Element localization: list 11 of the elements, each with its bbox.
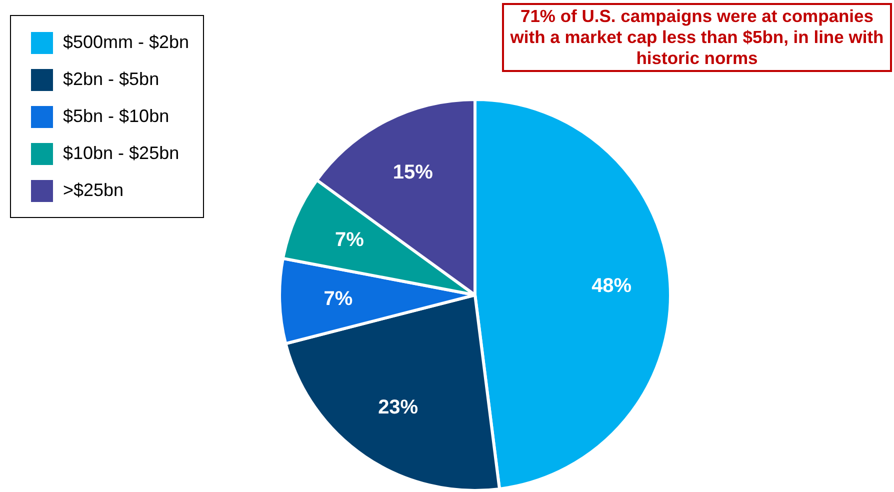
legend-label: $2bn - $5bn — [63, 69, 160, 90]
legend-label: >$25bn — [63, 180, 124, 201]
text: 71% of U.S. campaigns were at companies with a market cap less than $5bn, in line with historic norms — [509, 6, 885, 69]
legend-label: $500mm - $2bn — [63, 32, 190, 53]
data-label: 7% — [334, 229, 364, 252]
data-label: 15% — [392, 162, 434, 184]
legend-label: $10bn - $25bn — [63, 143, 180, 164]
data-label: 48% — [592, 274, 632, 297]
data-label: 23% — [378, 396, 418, 419]
legend-label: $5bn - $10bn — [63, 106, 170, 127]
data-label: 7% — [324, 288, 353, 310]
